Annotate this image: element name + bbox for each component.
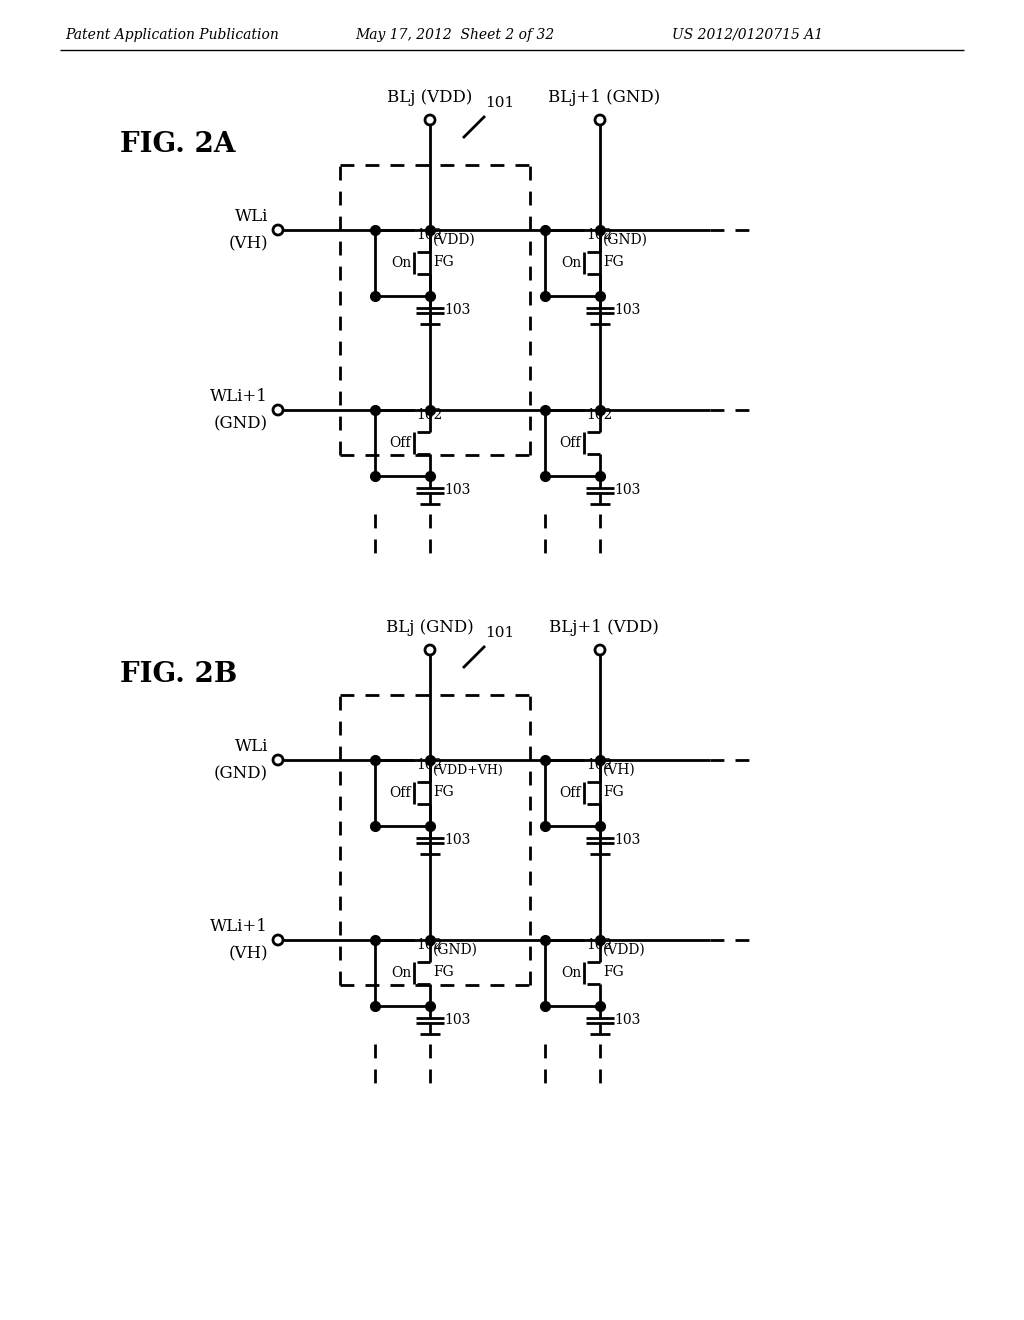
- Text: (GND): (GND): [433, 942, 478, 957]
- Text: On: On: [561, 966, 581, 979]
- Text: FIG. 2A: FIG. 2A: [120, 132, 236, 158]
- Text: 102: 102: [416, 228, 442, 242]
- Text: Off: Off: [389, 785, 411, 800]
- Text: FG: FG: [433, 255, 454, 269]
- Text: 102: 102: [586, 939, 612, 952]
- Text: US 2012/0120715 A1: US 2012/0120715 A1: [672, 28, 823, 42]
- Text: 102: 102: [586, 408, 612, 422]
- Text: 103: 103: [444, 833, 470, 847]
- Text: 103: 103: [614, 483, 640, 498]
- Text: BLj+1 (VDD): BLj+1 (VDD): [549, 619, 658, 636]
- Text: (VH): (VH): [603, 763, 636, 777]
- Text: (VDD): (VDD): [603, 942, 646, 957]
- Text: 101: 101: [485, 96, 514, 110]
- Text: FG: FG: [433, 965, 454, 979]
- Text: (VH): (VH): [228, 945, 268, 962]
- Text: 102: 102: [416, 939, 442, 952]
- Text: 103: 103: [444, 304, 470, 317]
- Text: On: On: [561, 256, 581, 271]
- Text: 102: 102: [586, 758, 612, 772]
- Text: (VH): (VH): [228, 235, 268, 252]
- Text: (VDD): (VDD): [433, 234, 476, 247]
- Text: On: On: [391, 256, 411, 271]
- Text: Off: Off: [389, 436, 411, 450]
- Text: WLi+1: WLi+1: [210, 388, 268, 405]
- Text: 103: 103: [444, 1012, 470, 1027]
- Text: 103: 103: [614, 833, 640, 847]
- Text: 102: 102: [416, 408, 442, 422]
- Text: FIG. 2B: FIG. 2B: [120, 661, 238, 689]
- Text: FG: FG: [603, 965, 624, 979]
- Text: WLi: WLi: [234, 209, 268, 224]
- Text: 102: 102: [586, 228, 612, 242]
- Text: 103: 103: [444, 483, 470, 498]
- Text: WLi+1: WLi+1: [210, 917, 268, 935]
- Text: 103: 103: [614, 1012, 640, 1027]
- Text: 101: 101: [485, 626, 514, 640]
- Text: FG: FG: [603, 785, 624, 799]
- Text: 103: 103: [614, 304, 640, 317]
- Text: Off: Off: [559, 436, 581, 450]
- Text: FG: FG: [433, 785, 454, 799]
- Text: 102: 102: [416, 758, 442, 772]
- Text: BLj (GND): BLj (GND): [386, 619, 474, 636]
- Text: (GND): (GND): [214, 414, 268, 432]
- Text: Patent Application Publication: Patent Application Publication: [65, 28, 279, 42]
- Text: (VDD+VH): (VDD+VH): [433, 764, 503, 777]
- Text: May 17, 2012  Sheet 2 of 32: May 17, 2012 Sheet 2 of 32: [355, 28, 554, 42]
- Text: BLj (VDD): BLj (VDD): [387, 88, 473, 106]
- Text: (GND): (GND): [603, 234, 648, 247]
- Text: Off: Off: [559, 785, 581, 800]
- Text: FG: FG: [603, 255, 624, 269]
- Text: WLi: WLi: [234, 738, 268, 755]
- Text: (GND): (GND): [214, 766, 268, 781]
- Text: BLj+1 (GND): BLj+1 (GND): [548, 88, 660, 106]
- Text: On: On: [391, 966, 411, 979]
